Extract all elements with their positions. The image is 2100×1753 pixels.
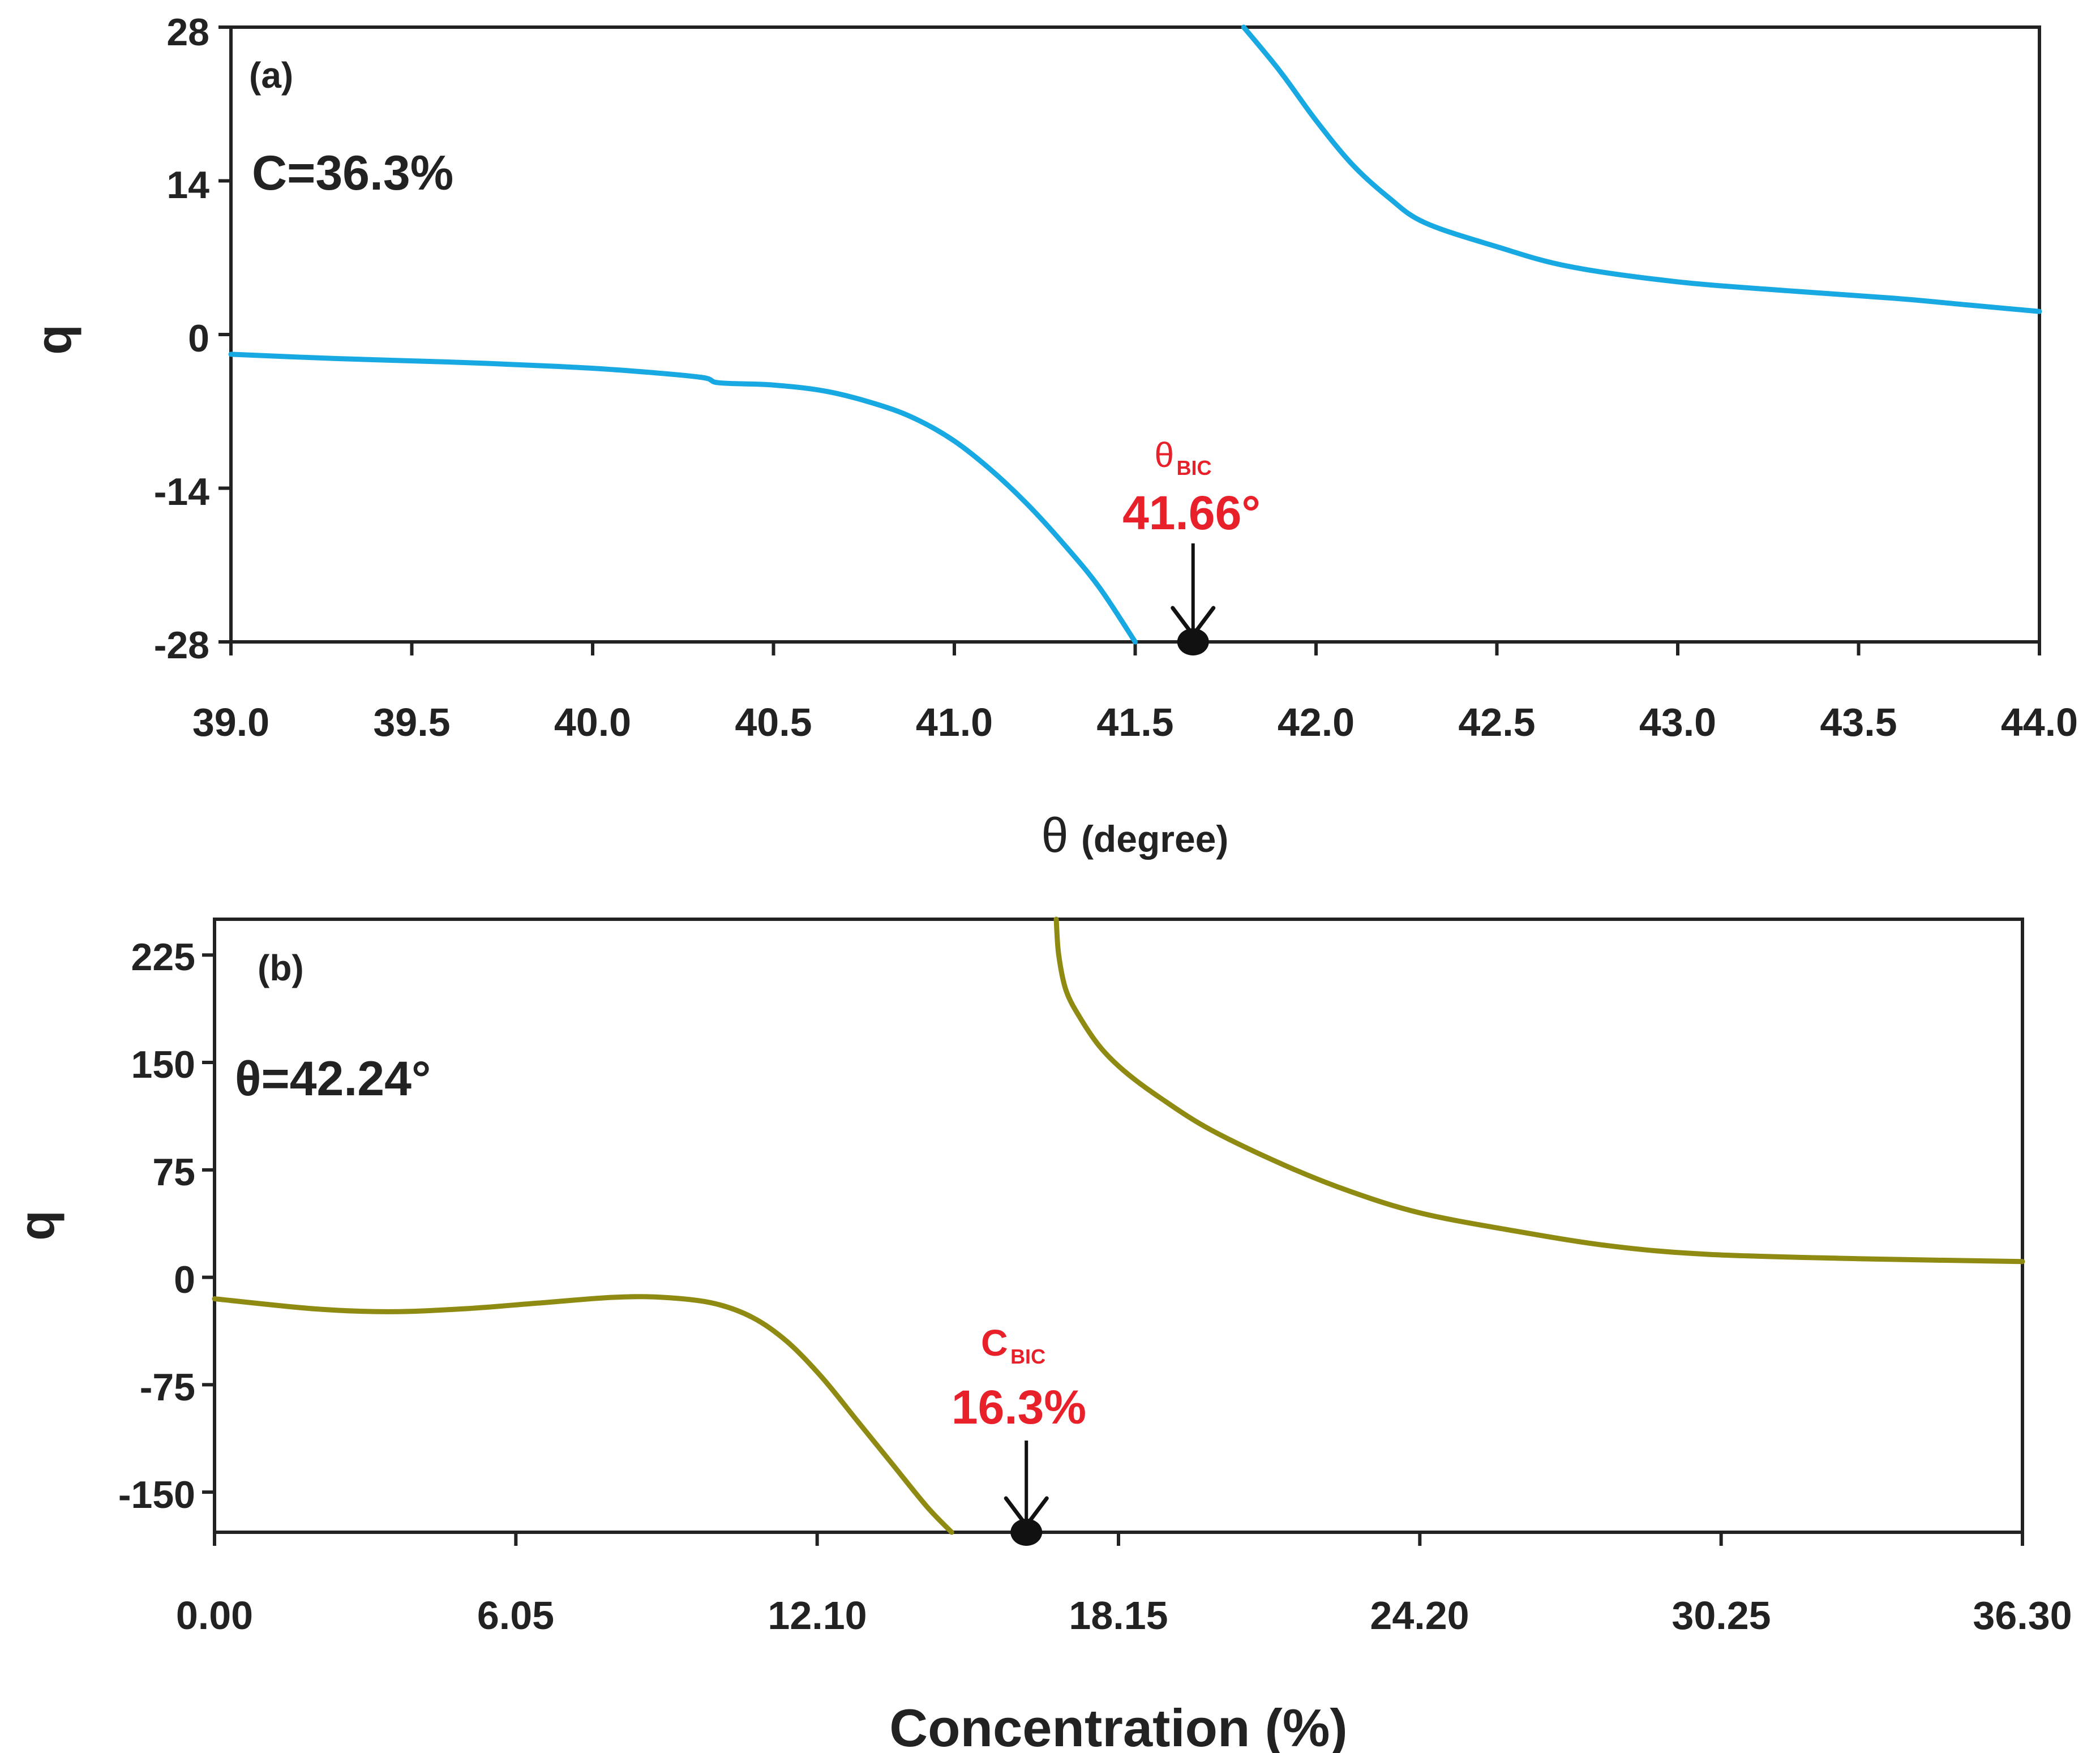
x-tick-label-a: 40.5 — [735, 700, 812, 744]
x-tick-marks-b — [213, 1532, 2024, 1546]
x-tick-label-a: 42.5 — [1458, 700, 1535, 744]
x-tick-label-a: 43.5 — [1820, 700, 1897, 744]
condition-label-a: C=36.3% — [252, 146, 453, 200]
chart-panel-a: -28 -14 0 14 28 39.0 39.5 40.0 40.5 41.0… — [25, 11, 2078, 863]
y-tick-label-b: 150 — [131, 1043, 195, 1086]
plot-frame-a — [229, 25, 2041, 644]
y-tick-label-a: 28 — [166, 11, 209, 54]
y-tick-label-a: 14 — [166, 164, 209, 207]
bic-point — [1010, 1519, 1043, 1546]
panel-label-b: (b) — [258, 948, 304, 988]
series-line-2 — [1053, 916, 2025, 1265]
x-tick-label-b: 6.05 — [477, 1593, 554, 1638]
bic-point — [1177, 628, 1209, 655]
data-curves-b — [212, 916, 2025, 1535]
panel-label-a: (a) — [249, 55, 293, 96]
y-axis-title-a: q — [25, 324, 82, 355]
bic-value-b: 16.3% — [952, 1381, 1086, 1434]
bic-subscript-b: BIC — [1010, 1345, 1045, 1368]
bic-symbol-b: C BIC — [981, 1322, 1045, 1368]
x-tick-label-a: 39.5 — [373, 700, 450, 744]
chart-panel-b: -150 -75 0 75 150 225 0.00 6.05 12.10 18… — [8, 916, 2072, 1753]
x-tick-label-a: 43.0 — [1639, 700, 1716, 744]
y-tick-label-a: 0 — [188, 317, 209, 360]
bic-value-a: 41.66° — [1122, 486, 1261, 539]
x-tick-label-a: 41.0 — [916, 700, 993, 744]
bic-marker-a — [1171, 543, 1216, 655]
y-tick-marks-b — [202, 953, 215, 1494]
x-tick-label-b: 18.15 — [1069, 1593, 1168, 1638]
x-axis-title-a: θ (degree) — [1042, 808, 1229, 863]
x-tick-label-b: 30.25 — [1672, 1593, 1771, 1638]
x-axis-unit-a: (degree) — [1081, 818, 1228, 860]
y-axis-title-b: q — [8, 1210, 65, 1241]
x-tick-label-b: 12.10 — [768, 1593, 867, 1638]
y-tick-label-b: -150 — [118, 1473, 195, 1516]
bic-symbol-letter-b: C — [981, 1322, 1008, 1364]
y-tick-label-b: 75 — [152, 1151, 195, 1194]
x-tick-label-b: 36.30 — [1973, 1593, 2072, 1638]
y-tick-label-b: 225 — [131, 936, 195, 979]
y-tick-label-b: -75 — [140, 1366, 195, 1409]
x-tick-label-b: 24.20 — [1370, 1593, 1469, 1638]
bic-marker-b — [1004, 1441, 1049, 1546]
data-curves-a — [228, 24, 2042, 645]
series-line-2 — [1241, 24, 2042, 314]
x-tick-label-a: 40.0 — [554, 700, 631, 744]
y-tick-label-a: -28 — [154, 624, 209, 667]
x-tick-label-a: 39.0 — [192, 700, 269, 744]
condition-label-b: θ=42.24° — [235, 1052, 431, 1106]
x-tick-label-a: 44.0 — [2001, 700, 2078, 744]
x-axis-title-b: Concentration (%) — [889, 1698, 1347, 1753]
y-tick-label-a: -14 — [154, 470, 209, 513]
y-tick-label-b: 0 — [174, 1258, 195, 1301]
x-axis-symbol-a: θ — [1042, 808, 1069, 863]
series-line-1 — [212, 1294, 954, 1535]
bic-symbol-a: θ BIC — [1155, 436, 1212, 479]
bic-subscript-a: BIC — [1176, 456, 1211, 479]
bic-symbol-letter-a: θ — [1155, 436, 1174, 475]
series-line-1 — [228, 352, 1138, 645]
x-tick-label-a: 42.0 — [1278, 700, 1355, 744]
x-tick-label-b: 0.00 — [176, 1593, 253, 1638]
y-tick-marks-a — [218, 25, 231, 644]
x-tick-label-a: 41.5 — [1096, 700, 1173, 744]
plot-frame-b — [213, 918, 2024, 1534]
